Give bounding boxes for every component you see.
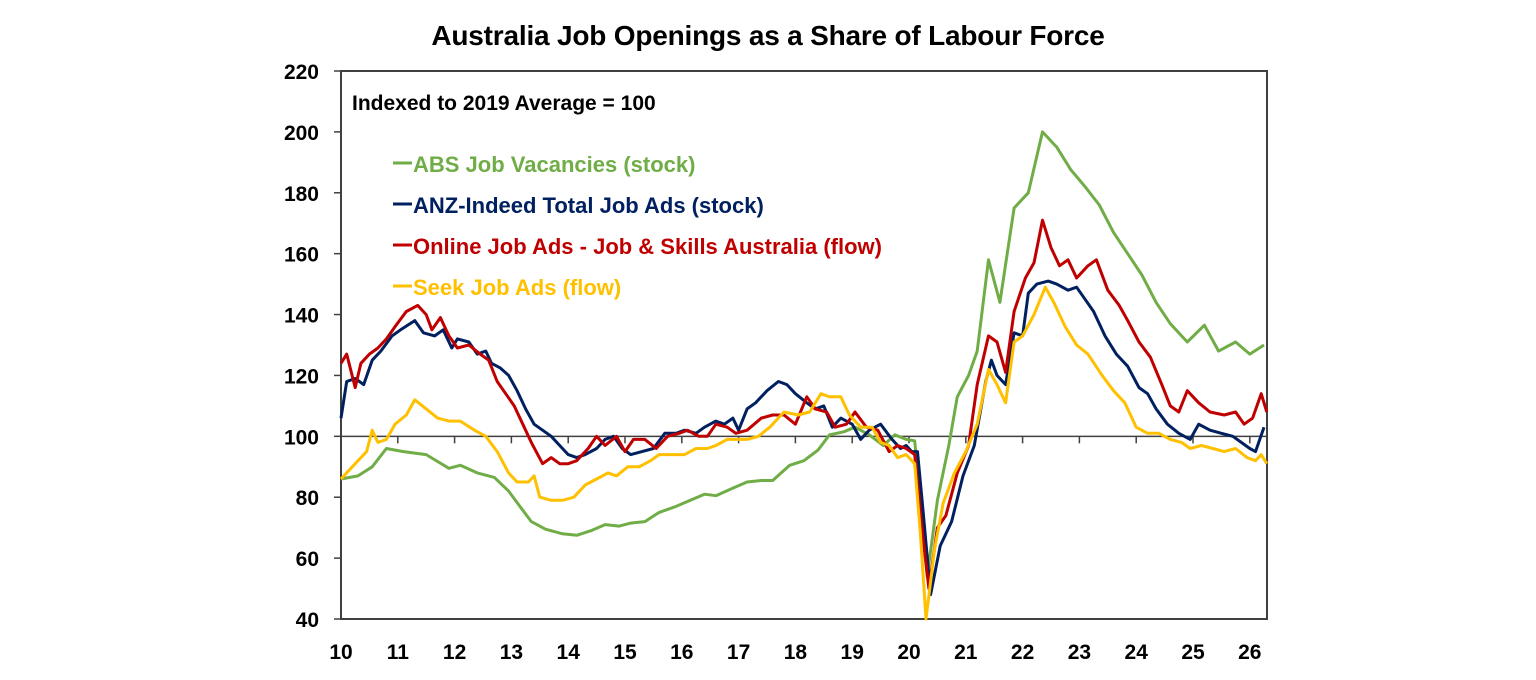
legend-item-0: ABS Job Vacancies (stock) (393, 152, 695, 177)
series-line-0 (340, 130, 1265, 578)
x-tick-label: 21 (954, 641, 978, 664)
x-tick-label: 19 (841, 641, 864, 664)
x-tick-label: 17 (727, 641, 750, 664)
series-lines (339, 130, 1269, 621)
y-tick-label: 60 (296, 548, 319, 571)
x-tick-label: 10 (329, 641, 352, 664)
y-axis: 40 60 80 100 120 140 160 180 200 220 (284, 61, 341, 632)
series-line-2 (339, 218, 1269, 591)
y-tick-label: 80 (296, 487, 319, 510)
series-line-3 (339, 285, 1269, 621)
x-tick-label: 23 (1068, 641, 1091, 664)
x-tick-label: 24 (1125, 641, 1149, 664)
y-tick-label: 220 (284, 61, 319, 84)
x-tick-label: 13 (500, 641, 523, 664)
x-tick-label: 25 (1181, 641, 1205, 664)
x-tick-label: 20 (897, 641, 920, 664)
legend-item-2: Online Job Ads - Job & Skills Australia … (393, 234, 882, 259)
plot-area (340, 70, 1268, 620)
x-tick-label: 12 (443, 641, 466, 664)
x-tick-label: 16 (670, 641, 693, 664)
legend: ABS Job Vacancies (stock) ANZ-Indeed Tota… (393, 152, 882, 300)
x-tick-label: 15 (613, 641, 637, 664)
reference-line-100 (340, 435, 1267, 444)
y-tick-label: 160 (284, 244, 319, 267)
y-tick-label: 120 (284, 365, 319, 388)
legend-label: ABS Job Vacancies (stock) (413, 152, 695, 177)
series-line-1 (339, 279, 1266, 597)
x-tick-label: 26 (1238, 641, 1261, 664)
legend-item-1: ANZ-Indeed Total Job Ads (stock) (393, 193, 764, 218)
legend-label: Online Job Ads - Job & Skills Australia … (413, 234, 882, 259)
legend-item-3: Seek Job Ads (flow) (393, 275, 621, 300)
plot-border (340, 70, 1268, 620)
x-tick-label: 14 (557, 641, 581, 664)
x-tick-label: 11 (387, 641, 410, 664)
y-tick-label: 180 (284, 183, 319, 206)
chart-title: Australia Job Openings as a Share of Lab… (431, 20, 1105, 51)
legend-label: ANZ-Indeed Total Job Ads (stock) (413, 193, 764, 218)
y-tick-label: 140 (284, 305, 319, 328)
x-axis: 10 11 12 13 14 15 16 17 18 19 20 21 22 23 24 25 26 (329, 641, 1261, 664)
x-tick-label: 22 (1011, 641, 1034, 664)
legend-label: Seek Job Ads (flow) (413, 275, 621, 300)
y-tick-label: 200 (284, 122, 319, 145)
x-tick-label: 18 (784, 641, 808, 664)
y-tick-label: 40 (296, 609, 319, 632)
y-tick-label: 100 (284, 426, 319, 449)
index-annotation: Indexed to 2019 Average = 100 (352, 92, 656, 115)
